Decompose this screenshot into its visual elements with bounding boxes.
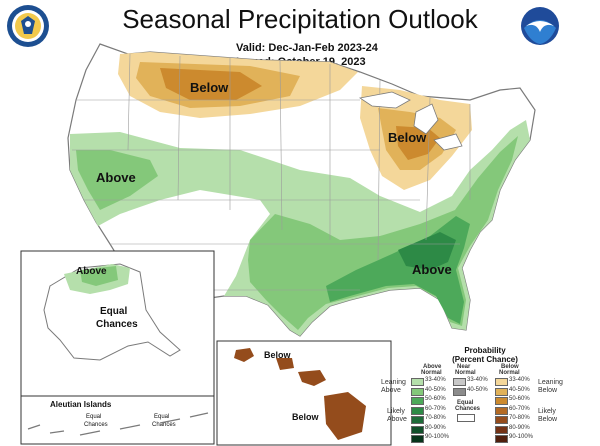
- right-leaning-1: Leaning: [538, 379, 563, 386]
- alaska-label-ec-2: Chances: [96, 319, 138, 330]
- below-swatch-3: [495, 406, 508, 415]
- hawaii-label-below-1: Below: [264, 350, 292, 360]
- above-swatch-0: [411, 378, 424, 386]
- col-below-2: Normal: [499, 370, 520, 376]
- below-swatch-4: [495, 416, 508, 424]
- near-label-0: 33-40%: [467, 377, 488, 383]
- noaa-logo-icon: [521, 7, 559, 45]
- legend-subtitle: (Percent Chance): [452, 355, 518, 364]
- near-swatch-1: [453, 387, 466, 396]
- above-label-0: 33-40%: [425, 377, 446, 383]
- alaska-above-core: [80, 266, 118, 286]
- aleutian-ec-1a: Equal: [86, 414, 101, 420]
- hawaii-oahu: [276, 358, 294, 370]
- col-near-1: Near: [457, 364, 471, 370]
- aleutian-islands: [27, 412, 209, 436]
- col-above-2: Normal: [421, 370, 442, 376]
- below-dark-north: [160, 68, 262, 100]
- doc-seal-icon: [7, 5, 49, 47]
- below-swatch-2: [495, 397, 508, 405]
- left-leaning-1: Leaning: [381, 379, 406, 386]
- near-swatch-0: [453, 378, 466, 386]
- right-likely-1: Likely: [538, 408, 556, 415]
- col-near-2: Normal: [455, 370, 476, 376]
- right-leaning-2: Below: [538, 387, 558, 394]
- below-label-1: 40-50%: [509, 386, 530, 393]
- aleutian-ec-2b: Chances: [152, 422, 176, 428]
- alaska-label-above: Above: [76, 266, 107, 277]
- label-below-lakes: Below: [388, 130, 427, 145]
- aleutian-ec-2a: Equal: [154, 414, 169, 420]
- hawaii-big-island: [324, 392, 366, 440]
- great-lakes: [358, 91, 463, 151]
- left-leaning-2: Above: [381, 387, 401, 394]
- map-title: Seasonal Precipitation Outlook: [122, 4, 478, 34]
- above-label-5: 80-90%: [425, 424, 446, 431]
- hawaii-kauai: [234, 348, 254, 362]
- label-above-southeast: Above: [412, 262, 452, 277]
- aleutian-ec-1b: Chances: [84, 422, 108, 428]
- below-label-2: 50-60%: [509, 396, 530, 402]
- above-swatch-5: [411, 425, 424, 434]
- above-label-6: 90-100%: [425, 434, 450, 440]
- above-swatch-3: [411, 406, 424, 415]
- left-likely-1: Likely: [387, 408, 405, 415]
- hawaii-label-below-2: Below: [292, 412, 320, 422]
- valid-period: Valid: Dec-Jan-Feb 2023-24: [236, 42, 378, 54]
- above-label-4: 70-80%: [425, 415, 446, 421]
- below-swatch-0: [495, 378, 508, 386]
- aleutian-title: Aleutian Islands: [50, 400, 112, 409]
- above-darker-core: [398, 232, 456, 270]
- ec-label-2: Chances: [455, 406, 481, 412]
- col-above-1: Above: [423, 364, 442, 370]
- above-label-1: 40-50%: [425, 386, 446, 393]
- ec-swatch: [457, 414, 475, 422]
- label-below-north: Below: [190, 80, 229, 95]
- below-label-0: 33-40%: [509, 377, 530, 383]
- legend: Probability (Percent Chance) Above Norma…: [381, 346, 600, 446]
- col-below-1: Below: [501, 364, 519, 370]
- above-swatch-1: [411, 387, 424, 396]
- above-swatch-4: [411, 416, 424, 424]
- right-likely-2: Below: [538, 416, 558, 423]
- near-label-1: 40-50%: [467, 386, 488, 393]
- below-swatch-6: [495, 435, 508, 443]
- hawaii-inset: Below Below: [216, 340, 392, 446]
- ec-label-1: Equal: [457, 400, 474, 406]
- left-likely-2: Above: [387, 416, 407, 423]
- state-borders: [72, 53, 471, 291]
- alaska-label-ec-1: Equal: [100, 306, 127, 317]
- below-label-5: 80-90%: [509, 424, 530, 431]
- above-swatch-2: [411, 397, 424, 405]
- below-label-4: 70-80%: [509, 415, 530, 421]
- above-swatch-6: [411, 435, 424, 443]
- above-medium-west: [76, 150, 158, 210]
- below-label-3: 60-70%: [509, 405, 530, 412]
- below-swatch-5: [495, 425, 508, 434]
- below-label-6: 90-100%: [509, 434, 534, 440]
- above-label-3: 60-70%: [425, 405, 446, 412]
- above-label-2: 50-60%: [425, 396, 446, 402]
- hawaii-maui-molokai: [298, 370, 326, 386]
- below-swatch-1: [495, 387, 508, 396]
- label-above-west: Above: [96, 170, 136, 185]
- legend-title: Probability: [464, 346, 506, 355]
- aleutian-inset: Aleutian Islands Equal Chances Equal Cha…: [20, 395, 215, 445]
